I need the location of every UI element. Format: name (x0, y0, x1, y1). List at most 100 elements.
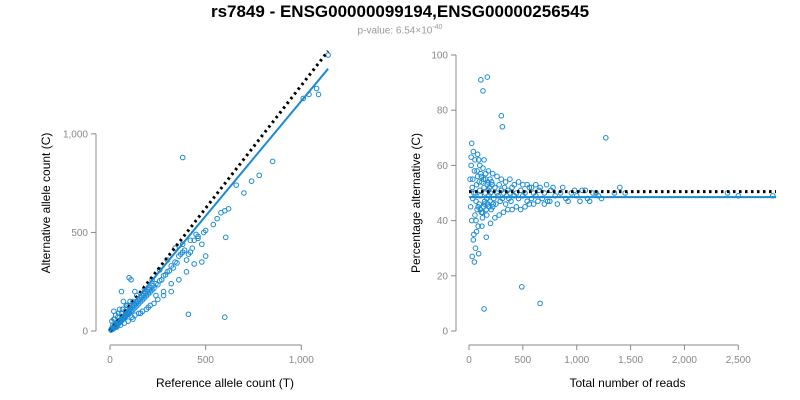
data-point (474, 206, 480, 213)
data-point (468, 162, 474, 169)
data-point (176, 276, 182, 283)
data-point (191, 261, 197, 267)
data-point (535, 198, 541, 205)
data-point (468, 154, 474, 160)
data-point (554, 201, 561, 207)
x-tick-label: 1,500 (618, 355, 643, 366)
data-point (473, 181, 480, 188)
data-point (475, 223, 481, 229)
x-tick-label: 0 (107, 355, 113, 366)
x-tick-label: 0 (466, 355, 472, 366)
data-point (489, 170, 496, 177)
data-point (233, 182, 240, 188)
data-point (160, 288, 167, 295)
data-point (166, 268, 173, 274)
data-point (485, 168, 492, 174)
data-point (181, 247, 188, 253)
y-axis-label: Alternative allele count (C) (39, 133, 53, 274)
pvalue-exponent: -40 (432, 24, 443, 31)
data-point (168, 280, 175, 287)
data-point (490, 201, 497, 207)
data-point (502, 179, 509, 185)
data-point (483, 212, 490, 218)
data-point (476, 201, 483, 207)
page-title: rs7849 - ENSG00000099194,ENSG00000256545 (210, 2, 590, 21)
x-axis-label: Total number of reads (569, 376, 685, 390)
scatter-panel-percentage: 0 500 1,000 1,500 2,000 2,500 0 20 40 60 80 100 Tota… (409, 51, 776, 390)
data-point (537, 184, 543, 191)
fitted-ratio-line (109, 68, 329, 332)
data-point (499, 123, 506, 130)
data-point (202, 227, 209, 234)
data-point (482, 170, 489, 177)
data-point (501, 184, 508, 191)
data-point (168, 288, 175, 295)
data-point (530, 201, 537, 207)
data-point (489, 204, 496, 210)
y-axis-label: Percentage alternative (C) (409, 133, 423, 273)
data-point (515, 179, 522, 185)
data-point (313, 85, 320, 92)
y-tick-label: 80 (437, 106, 449, 117)
data-point (214, 215, 220, 222)
data-point (537, 300, 543, 307)
data-point (179, 241, 186, 248)
data-point (125, 318, 131, 324)
data-point (300, 95, 307, 102)
data-point (469, 176, 476, 182)
data-point (496, 181, 502, 188)
data-point (481, 306, 487, 312)
data-point (269, 158, 276, 165)
data-point (544, 198, 551, 205)
scatter-panel-allele-counts: 0 500 1,000 0 500 1,000 Reference allele count… (39, 50, 331, 390)
data-point (183, 257, 190, 263)
data-point (469, 253, 476, 260)
data-point (315, 91, 322, 98)
x-tick-label: 500 (197, 355, 214, 366)
data-point (498, 112, 505, 119)
data-point (603, 135, 609, 141)
x-tick-label: 2,000 (672, 355, 697, 366)
data-point (174, 260, 180, 266)
data-point (508, 198, 514, 205)
y-tick-label: 60 (437, 161, 449, 172)
y-tick-label: 40 (437, 216, 449, 227)
data-point (470, 148, 477, 155)
data-point (559, 184, 566, 191)
data-point (473, 198, 479, 205)
data-point (494, 173, 500, 180)
y-tick-label: 0 (82, 327, 88, 338)
data-point (517, 206, 524, 213)
data-point (617, 184, 623, 191)
data-point (129, 314, 135, 321)
data-point (248, 178, 255, 184)
data-point (476, 162, 483, 169)
data-point (195, 233, 201, 240)
data-point (187, 237, 194, 244)
data-point (467, 204, 474, 210)
data-point (128, 276, 134, 283)
data-point (479, 179, 485, 185)
data-point (532, 181, 539, 188)
y-tick-label: 500 (71, 228, 88, 239)
data-point (481, 201, 488, 207)
data-point (498, 176, 505, 182)
data-point (478, 77, 484, 83)
data-point (496, 212, 502, 218)
data-point (492, 184, 498, 191)
data-point (160, 292, 167, 299)
data-point (475, 157, 482, 163)
data-point (474, 173, 481, 180)
data-point (522, 204, 528, 210)
data-point (487, 176, 493, 182)
data-point (199, 241, 205, 248)
x-tick-label: 500 (515, 355, 532, 366)
data-point (474, 151, 481, 158)
data-point (577, 198, 583, 205)
data-point (256, 172, 263, 179)
data-point (550, 184, 556, 191)
data-point (511, 181, 518, 188)
data-point (221, 314, 228, 321)
data-point (199, 259, 205, 265)
data-point (524, 181, 530, 188)
